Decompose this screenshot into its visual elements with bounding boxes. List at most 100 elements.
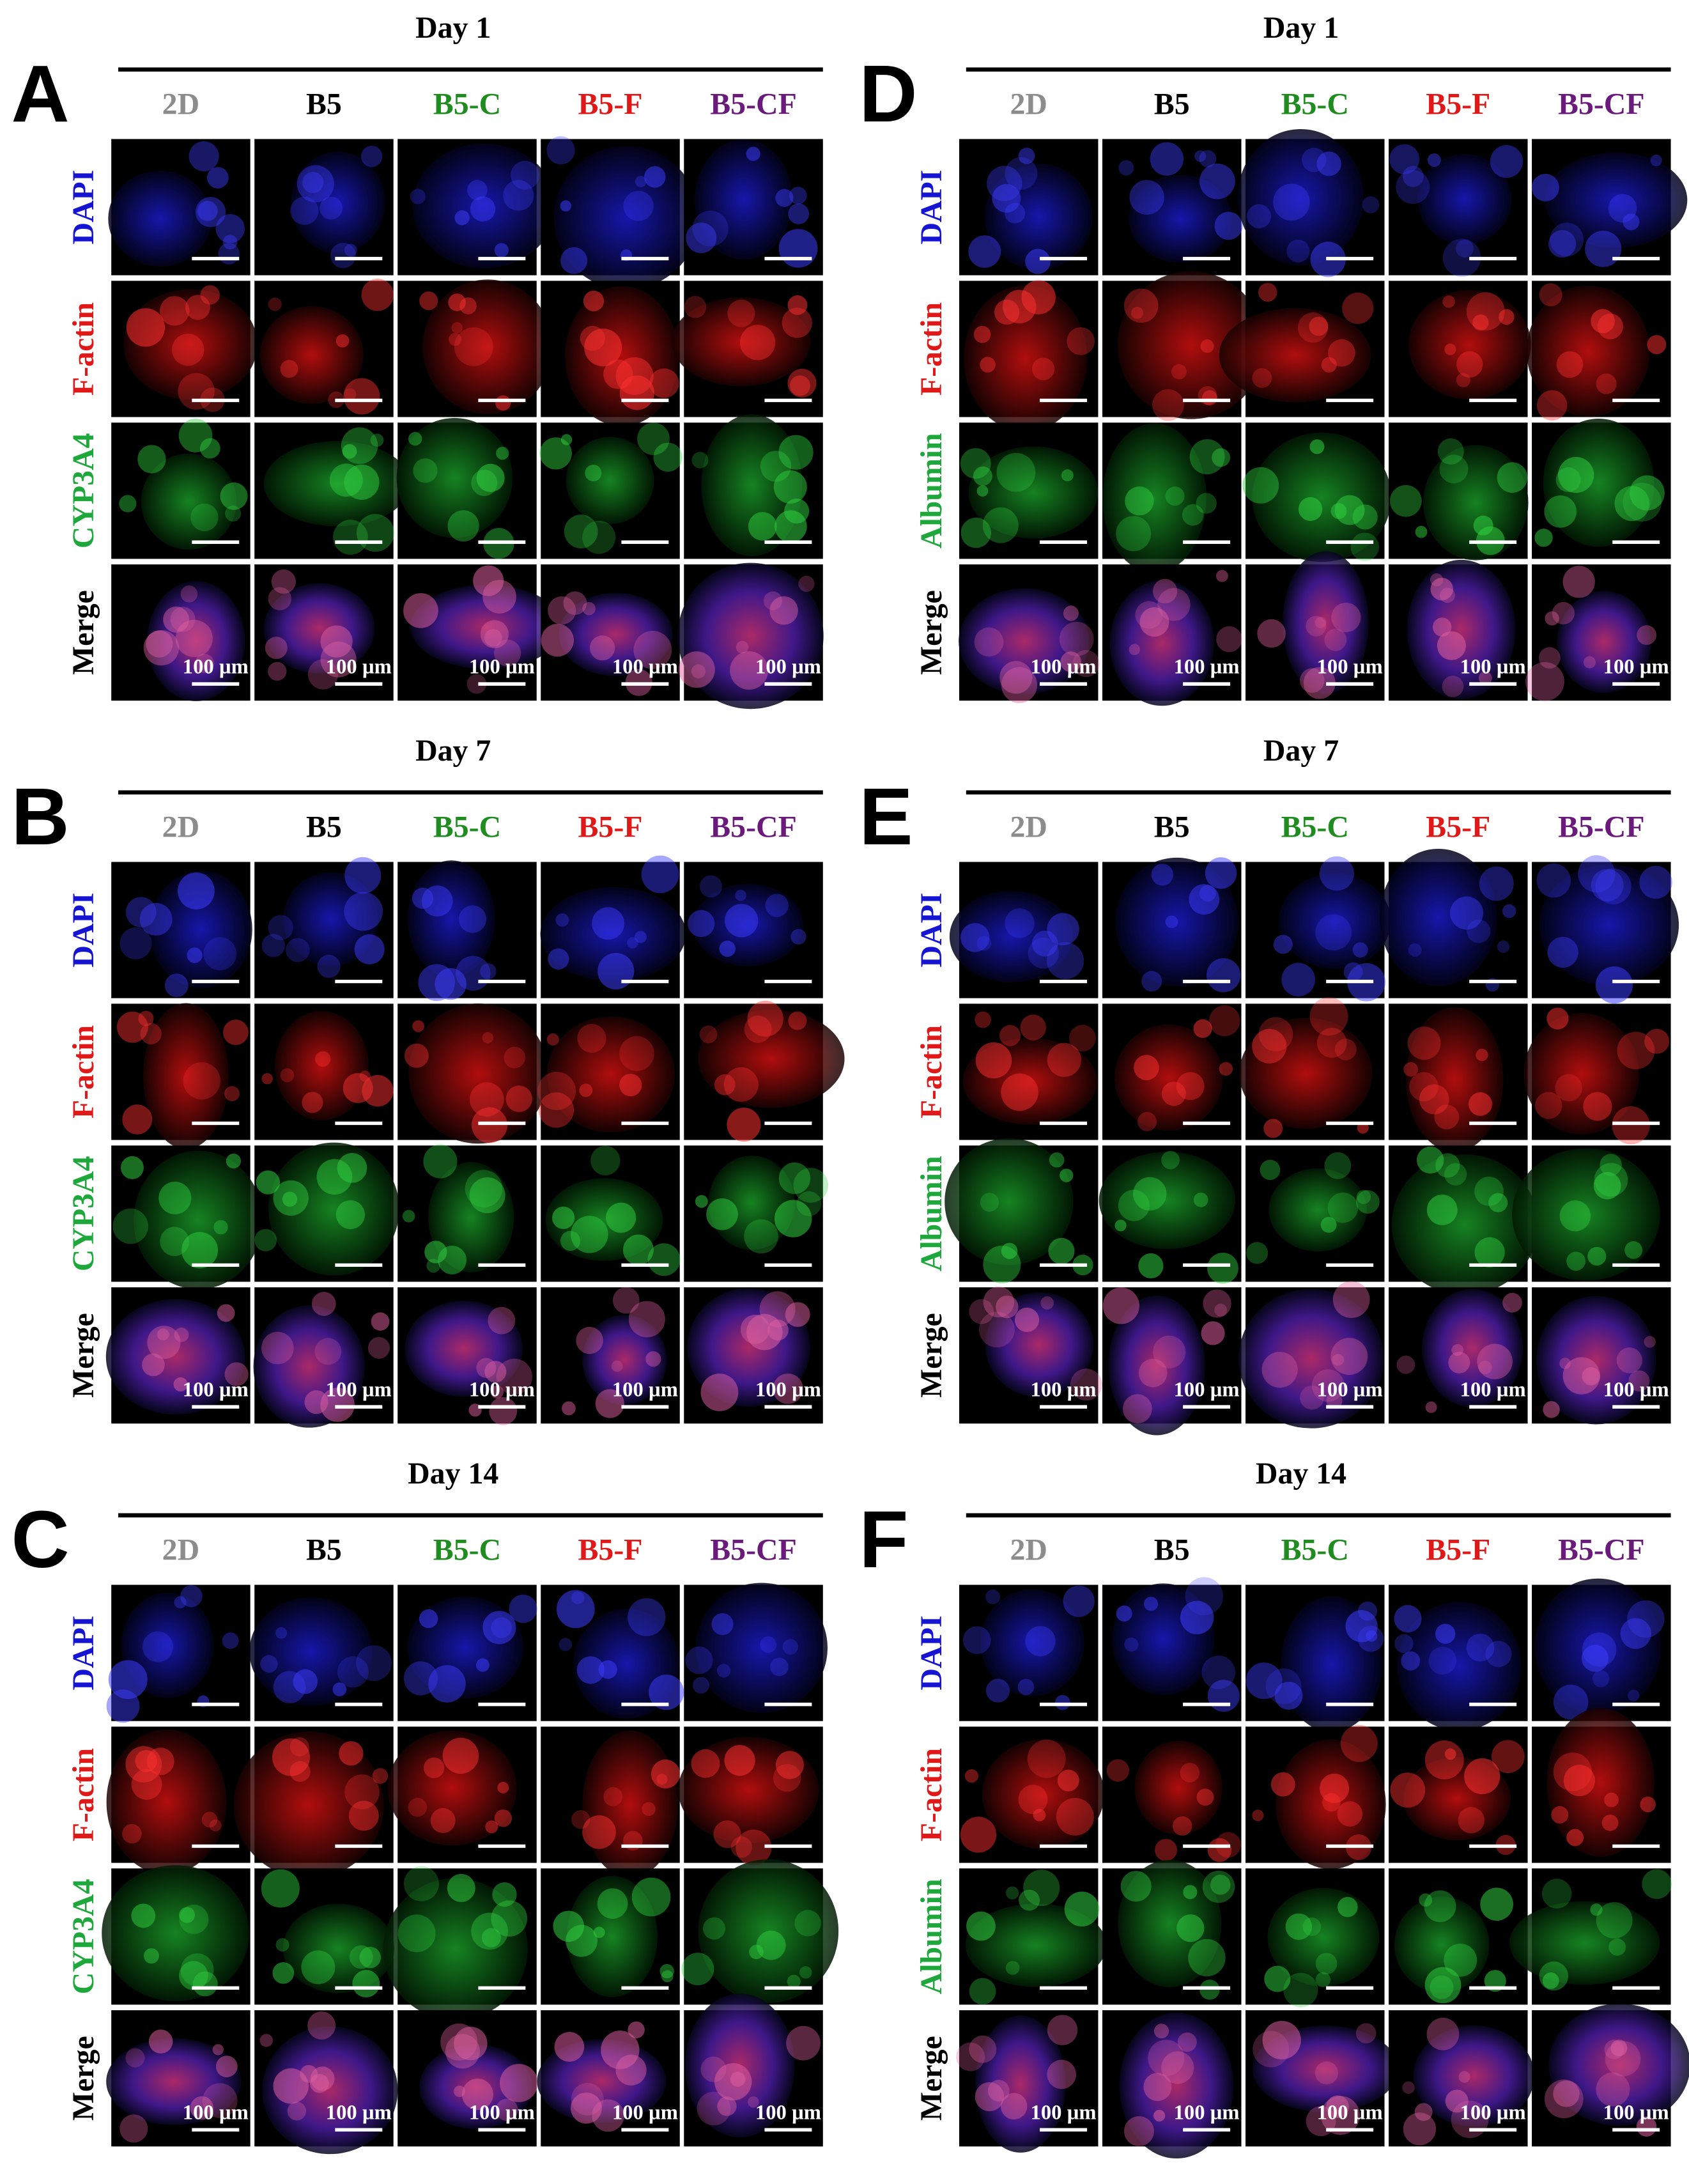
micrograph bbox=[1389, 1726, 1528, 1863]
image-signal bbox=[1269, 1168, 1368, 1251]
image-cell-cluster bbox=[147, 1326, 181, 1359]
image-cell-cluster bbox=[496, 1358, 533, 1395]
image-cell-cluster bbox=[693, 1677, 710, 1694]
image-cell-cluster bbox=[1491, 1740, 1525, 1774]
image-signal bbox=[1543, 418, 1654, 547]
image-cell-cluster bbox=[1212, 448, 1231, 467]
micrograph bbox=[397, 279, 553, 417]
image-cell-cluster bbox=[343, 378, 380, 415]
image-cell-cluster bbox=[546, 1033, 559, 1046]
image-cell-cluster bbox=[1046, 942, 1084, 980]
image-cell-cluster bbox=[1060, 651, 1081, 672]
image-cell-cluster bbox=[494, 1809, 513, 1827]
micrograph bbox=[111, 419, 251, 559]
image-cell-cluster bbox=[773, 1763, 801, 1792]
image-signal bbox=[1545, 152, 1688, 248]
image-cell-cluster bbox=[735, 889, 746, 901]
image-cell-cluster bbox=[320, 196, 343, 220]
row-label: F-actin bbox=[914, 1025, 948, 1119]
image-cell-cluster bbox=[1562, 1357, 1600, 1395]
image-cell-cluster bbox=[200, 285, 220, 305]
image-cell-cluster bbox=[956, 2042, 985, 2072]
image-cell-cluster bbox=[1455, 240, 1474, 258]
image-cell-cluster bbox=[125, 2048, 145, 2068]
image-signal bbox=[282, 872, 378, 966]
image-cell-cluster bbox=[1303, 667, 1336, 699]
row-label: F-actin bbox=[66, 302, 100, 396]
micrograph: 100 µm bbox=[1102, 564, 1242, 706]
image-cell-cluster bbox=[1428, 1646, 1457, 1675]
image-cell-cluster bbox=[1320, 1773, 1350, 1803]
image-cell-cluster bbox=[1176, 1914, 1205, 1942]
image-cell-cluster bbox=[1005, 203, 1026, 224]
image-cell-cluster bbox=[297, 165, 334, 203]
image-cell-cluster bbox=[1630, 475, 1665, 511]
micrograph: 100 µm bbox=[1525, 564, 1671, 701]
image-cell-cluster bbox=[272, 1962, 295, 1984]
micrograph bbox=[541, 136, 699, 290]
image-signal bbox=[249, 1597, 373, 1706]
image-cell-cluster bbox=[685, 1646, 713, 1675]
image-cell-cluster bbox=[217, 1304, 235, 1322]
image-cell-cluster bbox=[265, 637, 288, 660]
micrograph bbox=[1102, 139, 1243, 275]
image-signal bbox=[1557, 591, 1652, 693]
image-cell-cluster bbox=[1018, 147, 1035, 164]
image-cell-cluster bbox=[1040, 1296, 1054, 1310]
image-cell-cluster bbox=[700, 1374, 739, 1411]
image-signal bbox=[106, 1729, 227, 1875]
image-cell-cluster bbox=[500, 2064, 538, 2102]
image-cell-cluster bbox=[458, 905, 487, 933]
image-cell-cluster bbox=[983, 1245, 1021, 1283]
image-cell-cluster bbox=[282, 1191, 298, 1207]
image-cell-cluster bbox=[447, 510, 479, 542]
image-cell-cluster bbox=[1320, 1216, 1337, 1233]
micrograph bbox=[397, 139, 556, 275]
micrograph bbox=[1531, 139, 1688, 275]
image-cell-cluster bbox=[627, 937, 638, 949]
image-cell-cluster bbox=[1502, 1292, 1522, 1313]
micrograph: 100 µm bbox=[541, 564, 680, 701]
column-header: B5-CF bbox=[1558, 1533, 1645, 1567]
image-cell-cluster bbox=[1048, 1237, 1075, 1264]
image-cell-cluster bbox=[1116, 516, 1152, 552]
image-signal bbox=[1546, 1708, 1654, 1857]
image-cell-cluster bbox=[778, 435, 814, 470]
image-cell-cluster bbox=[1188, 1939, 1226, 1977]
image-cell-cluster bbox=[268, 662, 287, 681]
image-cell-cluster bbox=[339, 1741, 364, 1766]
image-cell-cluster bbox=[225, 505, 242, 522]
image-cell-cluster bbox=[343, 1073, 373, 1103]
image-cell-cluster bbox=[747, 1000, 783, 1037]
micrograph bbox=[1523, 1003, 1671, 1145]
image-cell-cluster bbox=[692, 210, 729, 247]
micrograph bbox=[1102, 1859, 1242, 2005]
image-cell-cluster bbox=[1124, 1637, 1139, 1652]
row-label: Merge bbox=[914, 1313, 948, 1398]
row-label: DAPI bbox=[66, 170, 100, 245]
image-cell-cluster bbox=[482, 1032, 494, 1044]
row-label: Albumin bbox=[914, 1878, 948, 1994]
micrograph bbox=[541, 1584, 684, 1721]
image-cell-cluster bbox=[1474, 1176, 1504, 1206]
image-cell-cluster bbox=[746, 146, 760, 161]
column-header: B5-F bbox=[1426, 810, 1490, 844]
image-signal bbox=[134, 1150, 263, 1290]
image-cell-cluster bbox=[713, 1820, 741, 1848]
micrograph bbox=[1389, 139, 1528, 277]
image-cell-cluster bbox=[974, 627, 1004, 657]
image-signal bbox=[559, 592, 673, 676]
image-cell-cluster bbox=[1033, 1808, 1046, 1822]
image-cell-cluster bbox=[1628, 1370, 1650, 1392]
image-cell-cluster bbox=[725, 904, 759, 938]
image-cell-cluster bbox=[975, 2082, 1005, 2112]
image-signal bbox=[949, 890, 1073, 983]
scale-label: 100 µm bbox=[755, 1379, 821, 1402]
micrograph bbox=[959, 1726, 1104, 1863]
micrograph: 100 µm bbox=[1102, 1287, 1242, 1436]
image-cell-cluster bbox=[1165, 915, 1178, 929]
image-signal bbox=[698, 1009, 845, 1108]
image-cell-cluster bbox=[1064, 1891, 1100, 1927]
scale-label: 100 µm bbox=[1317, 656, 1383, 679]
image-signal bbox=[965, 1903, 1107, 1987]
